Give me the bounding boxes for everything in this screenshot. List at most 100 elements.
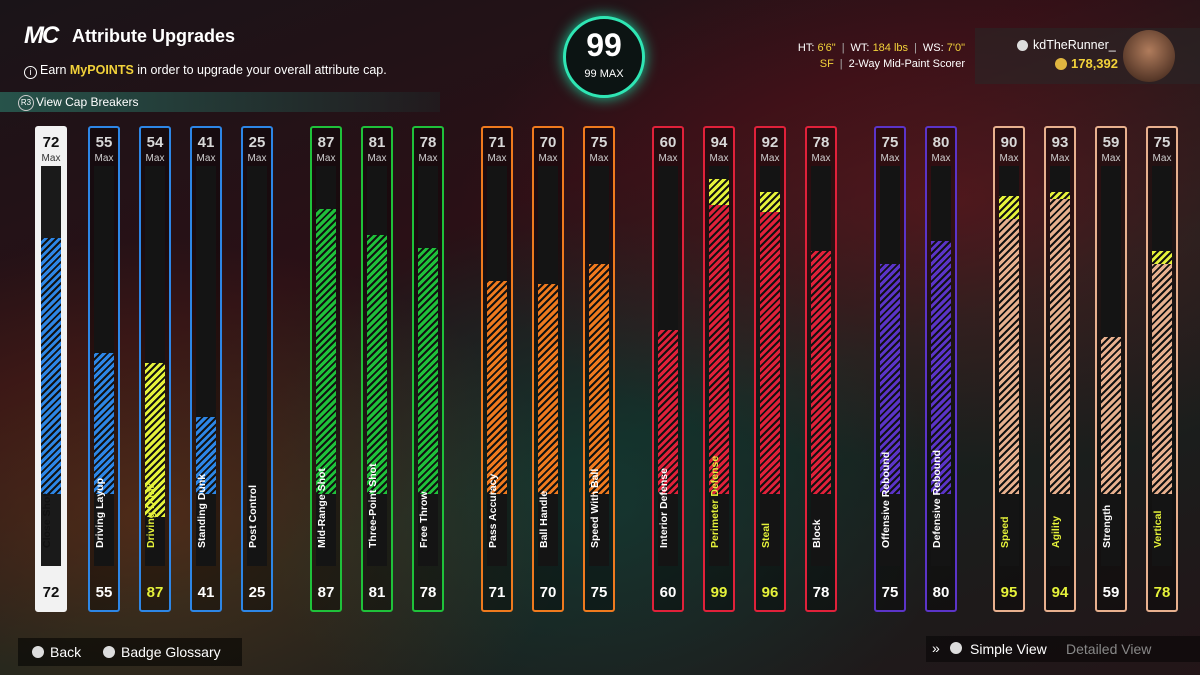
attribute-column-defensive-rebound[interactable]: 80 Max Defensive Rebound 80: [925, 126, 957, 612]
max-label: Max: [94, 153, 114, 164]
attribute-fill: [41, 238, 61, 494]
attribute-column-free-throw[interactable]: 78 Max Free Throw 78: [412, 126, 444, 612]
badge-glossary-button[interactable]: Badge Glossary: [121, 644, 221, 660]
attribute-column-block[interactable]: 78 Max Block 78: [805, 126, 837, 612]
attribute-fill: [880, 264, 900, 494]
height-label: HT:: [797, 42, 815, 54]
vc-balance: 178,392: [1071, 56, 1118, 71]
attribute-column-ball-handle[interactable]: 70 Max Ball Handle 70: [532, 126, 564, 612]
vc-coin-icon: [1055, 58, 1067, 70]
attribute-column-vertical[interactable]: 75 Max Vertical 78: [1146, 126, 1178, 612]
attribute-fill: [811, 251, 831, 494]
attribute-column-strength[interactable]: 59 Max Strength 59: [1095, 126, 1127, 612]
weight-value: 184 lbs: [872, 42, 909, 54]
cap-value: 78: [812, 134, 830, 151]
upgrade-fill: [709, 179, 729, 205]
current-value: 96: [761, 584, 779, 601]
cap-value: 94: [710, 134, 728, 151]
attribute-label: Speed With Ball: [589, 468, 601, 548]
attribute-column-standing-dunk[interactable]: 41 Max Standing Dunk 41: [190, 126, 222, 612]
attribute-bar: [94, 166, 114, 566]
attribute-label: Post Control: [247, 485, 259, 548]
attribute-label: Offensive Rebound: [880, 451, 892, 548]
attribute-bar: [538, 166, 558, 566]
player-name: kdTheRunner_: [1033, 38, 1116, 52]
attribute-bar: [418, 166, 438, 566]
current-value: 87: [317, 584, 335, 601]
max-label: Max: [1101, 153, 1121, 164]
view-toggle: » Simple View Detailed View: [926, 636, 1200, 662]
cap-value: 75: [881, 134, 899, 151]
attribute-label: Ball Handle: [538, 490, 550, 548]
cap-value: 87: [317, 134, 335, 151]
cap-value: 59: [1102, 134, 1120, 151]
height-value: 6'6": [817, 42, 836, 54]
back-button[interactable]: Back: [50, 644, 82, 660]
max-label: Max: [658, 153, 678, 164]
cap-breakers-label: View Cap Breakers: [36, 95, 139, 109]
attribute-column-steal[interactable]: 92 Max Steal 96: [754, 126, 786, 612]
attribute-label: Standing Dunk: [196, 473, 208, 548]
attribute-fill: [94, 353, 114, 494]
attribute-column-driving-layup[interactable]: 55 Max Driving Layup 55: [88, 126, 120, 612]
attribute-column-close-shot[interactable]: 72 Max Close Shot 72: [35, 126, 67, 612]
attribute-fill: [999, 219, 1019, 494]
attribute-label: Driving Layup: [94, 477, 106, 548]
cap-value: 81: [368, 134, 386, 151]
max-label: Max: [880, 153, 900, 164]
attribute-column-interior-defense[interactable]: 60 Max Interior Defense 60: [652, 126, 684, 612]
attribute-column-three-point-shot[interactable]: 81 Max Three-Point Shot 81: [361, 126, 393, 612]
attribute-label: Free Throw: [418, 491, 430, 548]
attribute-bar: [589, 166, 609, 566]
max-label: Max: [709, 153, 729, 164]
square-button-icon: [103, 646, 115, 658]
cap-value: 41: [197, 134, 215, 151]
simple-view-tab[interactable]: Simple View: [970, 641, 1047, 657]
info-icon: i: [24, 66, 37, 79]
attribute-bar: [316, 166, 336, 566]
cap-value: 78: [419, 134, 437, 151]
attribute-fill: [709, 205, 729, 494]
overall-max: 99 MAX: [584, 68, 624, 80]
attribute-bar: [999, 166, 1019, 566]
attribute-fill: [418, 248, 438, 494]
attribute-column-perimeter-defense[interactable]: 94 Max Perimeter Defense 99: [703, 126, 735, 612]
wingspan-label: WS:: [922, 42, 944, 54]
attribute-bar: [367, 166, 387, 566]
current-value: 87: [146, 584, 164, 601]
attribute-bar: [41, 166, 61, 566]
attribute-bar: [931, 166, 951, 566]
top-bar: MC Attribute Upgrades i Earn MyPOINTS in …: [0, 0, 1200, 92]
view-cap-breakers-button[interactable]: R3 View Cap Breakers: [0, 92, 440, 112]
max-label: Max: [538, 153, 558, 164]
max-label: Max: [589, 153, 609, 164]
attribute-column-agility[interactable]: 93 Max Agility 94: [1044, 126, 1076, 612]
upgrade-fill: [1152, 251, 1172, 264]
attribute-column-offensive-rebound[interactable]: 75 Max Offensive Rebound 75: [874, 126, 906, 612]
playstation-icon: [1017, 40, 1028, 51]
attribute-label: Block: [811, 519, 823, 548]
attribute-column-driving-dunk[interactable]: 54 Max Driving Dunk 87: [139, 126, 171, 612]
attribute-fill: [589, 264, 609, 494]
attribute-column-speed-with-ball[interactable]: 75 Max Speed With Ball 75: [583, 126, 615, 612]
attribute-bar: [145, 166, 165, 566]
current-value: 75: [590, 584, 608, 601]
cap-value: 60: [659, 134, 677, 151]
max-label: Max: [196, 153, 216, 164]
wingspan-value: 7'0": [946, 42, 965, 54]
triangle-button-icon: [950, 642, 962, 654]
page-title: Attribute Upgrades: [72, 26, 236, 46]
current-value: 75: [881, 584, 899, 601]
max-label: Max: [316, 153, 336, 164]
attribute-column-mid-range-shot[interactable]: 87 Max Mid-Range Shot 87: [310, 126, 342, 612]
attribute-bar: [1050, 166, 1070, 566]
cap-value: 71: [488, 134, 506, 151]
attribute-column-speed[interactable]: 90 Max Speed 95: [993, 126, 1025, 612]
subtitle-pre: Earn: [40, 63, 70, 77]
attribute-bar: [760, 166, 780, 566]
current-value: 78: [1153, 584, 1171, 601]
attribute-column-post-control[interactable]: 25 Max Post Control 25: [241, 126, 273, 612]
attribute-column-pass-accuracy[interactable]: 71 Max Pass Accuracy 71: [481, 126, 513, 612]
current-value: 78: [419, 584, 437, 601]
detailed-view-tab[interactable]: Detailed View: [1066, 641, 1152, 657]
